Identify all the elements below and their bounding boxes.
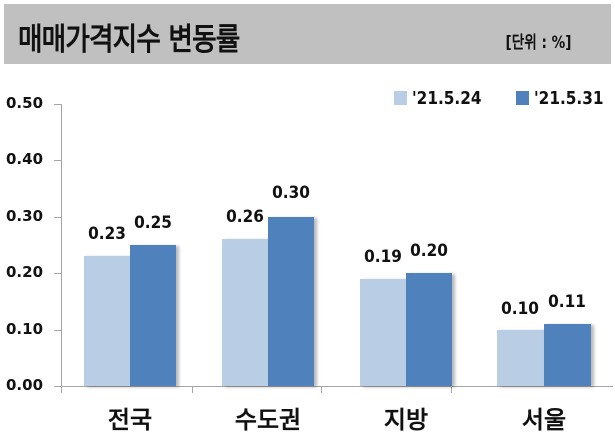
category-label: 지방: [383, 406, 429, 434]
bar-jeonguk-0524: [84, 256, 130, 386]
legend-item-210531: '21.5.31: [515, 87, 615, 109]
legend-swatch-icon: [394, 91, 407, 105]
x-tick-mark: [451, 386, 452, 393]
y-tick-label: 0.40: [6, 150, 44, 168]
x-tick-mark: [61, 386, 62, 393]
category-label: 수도권: [234, 406, 302, 434]
value-label: 0.25: [134, 213, 172, 233]
value-label: 0.19: [364, 247, 402, 267]
legend-item-0521524: '21.5.24: [394, 88, 494, 109]
x-axis: [54, 386, 613, 387]
y-tick-mark: [54, 104, 61, 105]
category-label: 서울: [521, 406, 567, 434]
bar-seoul-0531: [544, 324, 591, 386]
legend: '21.5.24 '21.5.31: [394, 87, 615, 109]
y-tick-label: 0.20: [6, 263, 44, 281]
y-tick-label: 0.50: [6, 94, 44, 112]
chart-title: 매매가격지수 변동률: [18, 22, 240, 58]
category-label: 전국: [107, 406, 153, 434]
y-tick-mark: [54, 160, 61, 161]
legend-label: '21.5.31: [533, 87, 604, 109]
bar-seoul-0524: [497, 330, 544, 386]
value-label: 0.20: [410, 241, 448, 261]
value-label: 0.30: [272, 183, 310, 203]
title-bar: 매매가격지수 변동률 [단위 : %]: [4, 4, 611, 64]
y-tick-mark: [54, 330, 61, 331]
legend-swatch-icon: [515, 91, 529, 105]
x-tick-mark: [192, 386, 193, 393]
value-label: 0.11: [548, 292, 586, 312]
y-tick-mark: [54, 217, 61, 218]
value-label: 0.26: [226, 207, 264, 227]
value-label: 0.23: [88, 224, 126, 244]
y-axis: [61, 104, 62, 387]
bar-jibang-0524: [360, 279, 406, 386]
y-tick-label: 0.00: [6, 376, 44, 394]
y-tick-label: 0.30: [6, 207, 44, 225]
value-label: 0.10: [501, 299, 539, 319]
bar-sudogwon-0524: [222, 239, 268, 386]
y-tick-mark: [54, 273, 61, 274]
bar-jeonguk-0531: [130, 245, 176, 386]
legend-label: '21.5.24: [412, 87, 482, 109]
bar-jibang-0531: [406, 273, 452, 386]
y-tick-label: 0.10: [6, 320, 44, 338]
unit-label: [단위 : %]: [505, 33, 571, 53]
x-tick-mark: [321, 386, 322, 393]
bar-sudogwon-0531: [268, 217, 314, 386]
